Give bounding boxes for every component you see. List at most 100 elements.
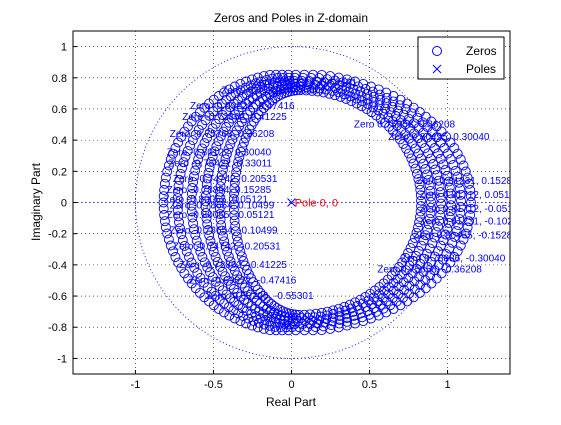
zero-marker xyxy=(207,241,217,252)
zero-marker xyxy=(291,85,302,96)
zero-marker xyxy=(335,91,346,102)
zero-marker xyxy=(202,219,213,230)
zero-marker xyxy=(208,246,219,257)
zero-marker xyxy=(177,235,188,246)
zero-marker xyxy=(159,185,170,195)
zero-marker xyxy=(234,241,244,252)
zero-marker xyxy=(179,240,190,251)
zero-marker xyxy=(250,84,261,95)
zero-marker xyxy=(237,142,248,153)
zero-marker xyxy=(229,81,240,92)
zero-marker xyxy=(210,251,221,262)
zero-marker xyxy=(199,138,210,149)
legend: Zeros Poles xyxy=(417,36,505,80)
zero-marker xyxy=(264,97,275,108)
zero-marker xyxy=(344,299,355,310)
zero-marker xyxy=(374,89,385,100)
zero-marker xyxy=(357,312,368,323)
zero-annotation: Zero -0.80122, 0.30040 xyxy=(167,148,272,159)
zero-marker xyxy=(158,197,169,208)
zero-marker xyxy=(231,231,242,242)
zero-marker xyxy=(407,238,418,249)
zero-marker xyxy=(245,289,256,300)
zero-marker xyxy=(205,236,216,246)
zero-marker xyxy=(201,184,212,195)
legend-poles-label: Poles xyxy=(466,62,496,76)
zero-marker xyxy=(443,176,454,187)
zero-marker xyxy=(300,315,311,326)
zero-marker xyxy=(218,126,229,137)
zero-marker xyxy=(197,252,208,262)
zero-marker xyxy=(312,86,323,97)
zero-marker xyxy=(255,313,266,324)
zero-marker xyxy=(225,293,236,304)
zero-marker xyxy=(248,315,259,326)
zero-marker xyxy=(360,291,371,302)
zero-marker xyxy=(380,103,391,114)
zero-marker xyxy=(259,319,270,330)
zero-marker xyxy=(423,148,434,159)
zero-marker xyxy=(465,191,476,202)
zero-marker xyxy=(368,91,379,102)
zero-marker xyxy=(186,206,197,217)
zero-marker xyxy=(219,236,230,247)
zero-marker xyxy=(173,257,184,268)
zero-marker xyxy=(248,292,259,303)
zero-marker xyxy=(229,183,240,194)
zero-marker xyxy=(435,210,446,221)
zero-marker xyxy=(229,177,240,188)
zero-annotation: Zero -0.60226, 0.55301 xyxy=(221,85,326,96)
zero-marker xyxy=(337,84,348,95)
zero-marker xyxy=(368,96,379,107)
zero-marker xyxy=(193,124,204,135)
zero-marker xyxy=(233,156,244,167)
zero-marker xyxy=(165,240,176,251)
zero-marker xyxy=(188,177,199,188)
zero-marker xyxy=(307,85,317,96)
zero-marker xyxy=(201,207,211,218)
zero-marker xyxy=(197,143,208,154)
zero-marker xyxy=(415,190,426,201)
zero-marker xyxy=(442,148,453,159)
x-tick-label: -0.5 xyxy=(204,379,223,391)
zero-marker xyxy=(230,172,241,183)
zero-marker xyxy=(255,287,266,298)
zero-marker xyxy=(422,224,433,235)
zero-marker xyxy=(430,164,441,175)
zero-marker xyxy=(200,202,211,213)
zero-marker xyxy=(450,165,461,176)
zero-marker xyxy=(415,258,426,269)
zero-marker xyxy=(275,304,286,315)
zero-annotation: Zero 0.75658, -0.36208 xyxy=(377,265,482,276)
zero-marker xyxy=(229,265,240,276)
zero-marker xyxy=(453,220,464,231)
zero-marker xyxy=(221,149,232,160)
zero-marker xyxy=(342,320,352,331)
zero-marker xyxy=(420,143,430,154)
zero-marker xyxy=(189,224,200,235)
zero-marker xyxy=(173,187,183,197)
zero-marker xyxy=(295,85,306,96)
zero-marker xyxy=(235,78,246,89)
zero-marker xyxy=(261,74,272,85)
zero-annotation: Zero -0.69222, -0.47416 xyxy=(188,276,296,287)
zero-marker xyxy=(411,227,422,238)
zero-marker xyxy=(425,202,436,213)
zero-marker xyxy=(176,229,187,240)
zero-marker xyxy=(200,190,211,201)
y-tick-label: 0.4 xyxy=(52,135,67,147)
zero-marker xyxy=(301,85,312,96)
zero-marker xyxy=(228,204,239,215)
zero-marker xyxy=(252,284,263,295)
zero-marker xyxy=(442,223,453,234)
zero-marker xyxy=(235,246,246,257)
zero-marker xyxy=(381,98,392,109)
zero-marker xyxy=(229,210,240,221)
zero-marker xyxy=(327,312,338,323)
y-tick-label: -1 xyxy=(57,353,67,365)
zero-marker xyxy=(360,302,371,313)
zero-marker xyxy=(423,219,434,230)
x-tick-label: 0.5 xyxy=(362,379,377,391)
